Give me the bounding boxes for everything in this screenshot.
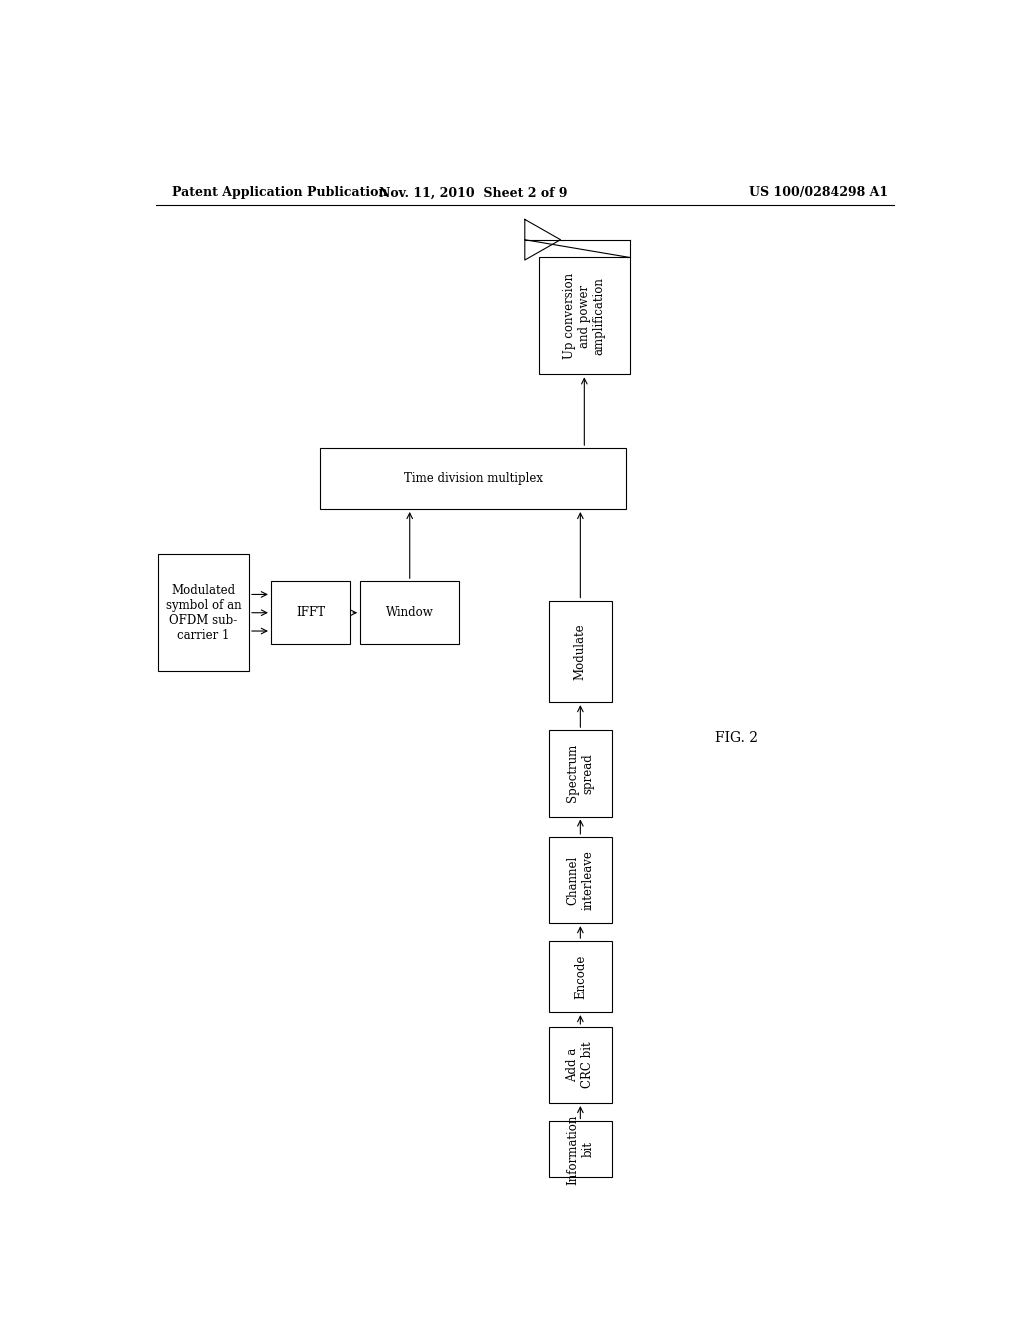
- Text: Window: Window: [386, 606, 433, 619]
- Text: Encode: Encode: [573, 954, 587, 999]
- FancyBboxPatch shape: [549, 601, 612, 702]
- Text: Time division multiplex: Time division multiplex: [403, 473, 543, 484]
- FancyBboxPatch shape: [321, 447, 626, 510]
- FancyBboxPatch shape: [549, 730, 612, 817]
- FancyBboxPatch shape: [539, 257, 630, 375]
- Text: Channel
interleave: Channel interleave: [566, 850, 594, 909]
- Text: FIG. 2: FIG. 2: [715, 731, 758, 744]
- Text: US 100/0284298 A1: US 100/0284298 A1: [749, 186, 888, 199]
- Text: Modulate: Modulate: [573, 623, 587, 680]
- Text: Up conversion
and power
amplification: Up conversion and power amplification: [563, 273, 606, 359]
- FancyBboxPatch shape: [158, 554, 249, 671]
- Text: IFFT: IFFT: [296, 606, 325, 619]
- FancyBboxPatch shape: [549, 837, 612, 923]
- Text: Spectrum
spread: Spectrum spread: [566, 744, 594, 803]
- Text: Add a
CRC bit: Add a CRC bit: [566, 1041, 594, 1089]
- Text: Patent Application Publication: Patent Application Publication: [172, 186, 387, 199]
- Text: Information
bit: Information bit: [566, 1114, 594, 1184]
- FancyBboxPatch shape: [549, 1027, 612, 1104]
- FancyBboxPatch shape: [360, 581, 460, 644]
- FancyBboxPatch shape: [549, 1122, 612, 1177]
- FancyBboxPatch shape: [270, 581, 350, 644]
- FancyBboxPatch shape: [549, 941, 612, 1012]
- Text: Nov. 11, 2010  Sheet 2 of 9: Nov. 11, 2010 Sheet 2 of 9: [379, 186, 567, 199]
- Text: Modulated
symbol of an
OFDM sub-
carrier 1: Modulated symbol of an OFDM sub- carrier…: [166, 583, 242, 642]
